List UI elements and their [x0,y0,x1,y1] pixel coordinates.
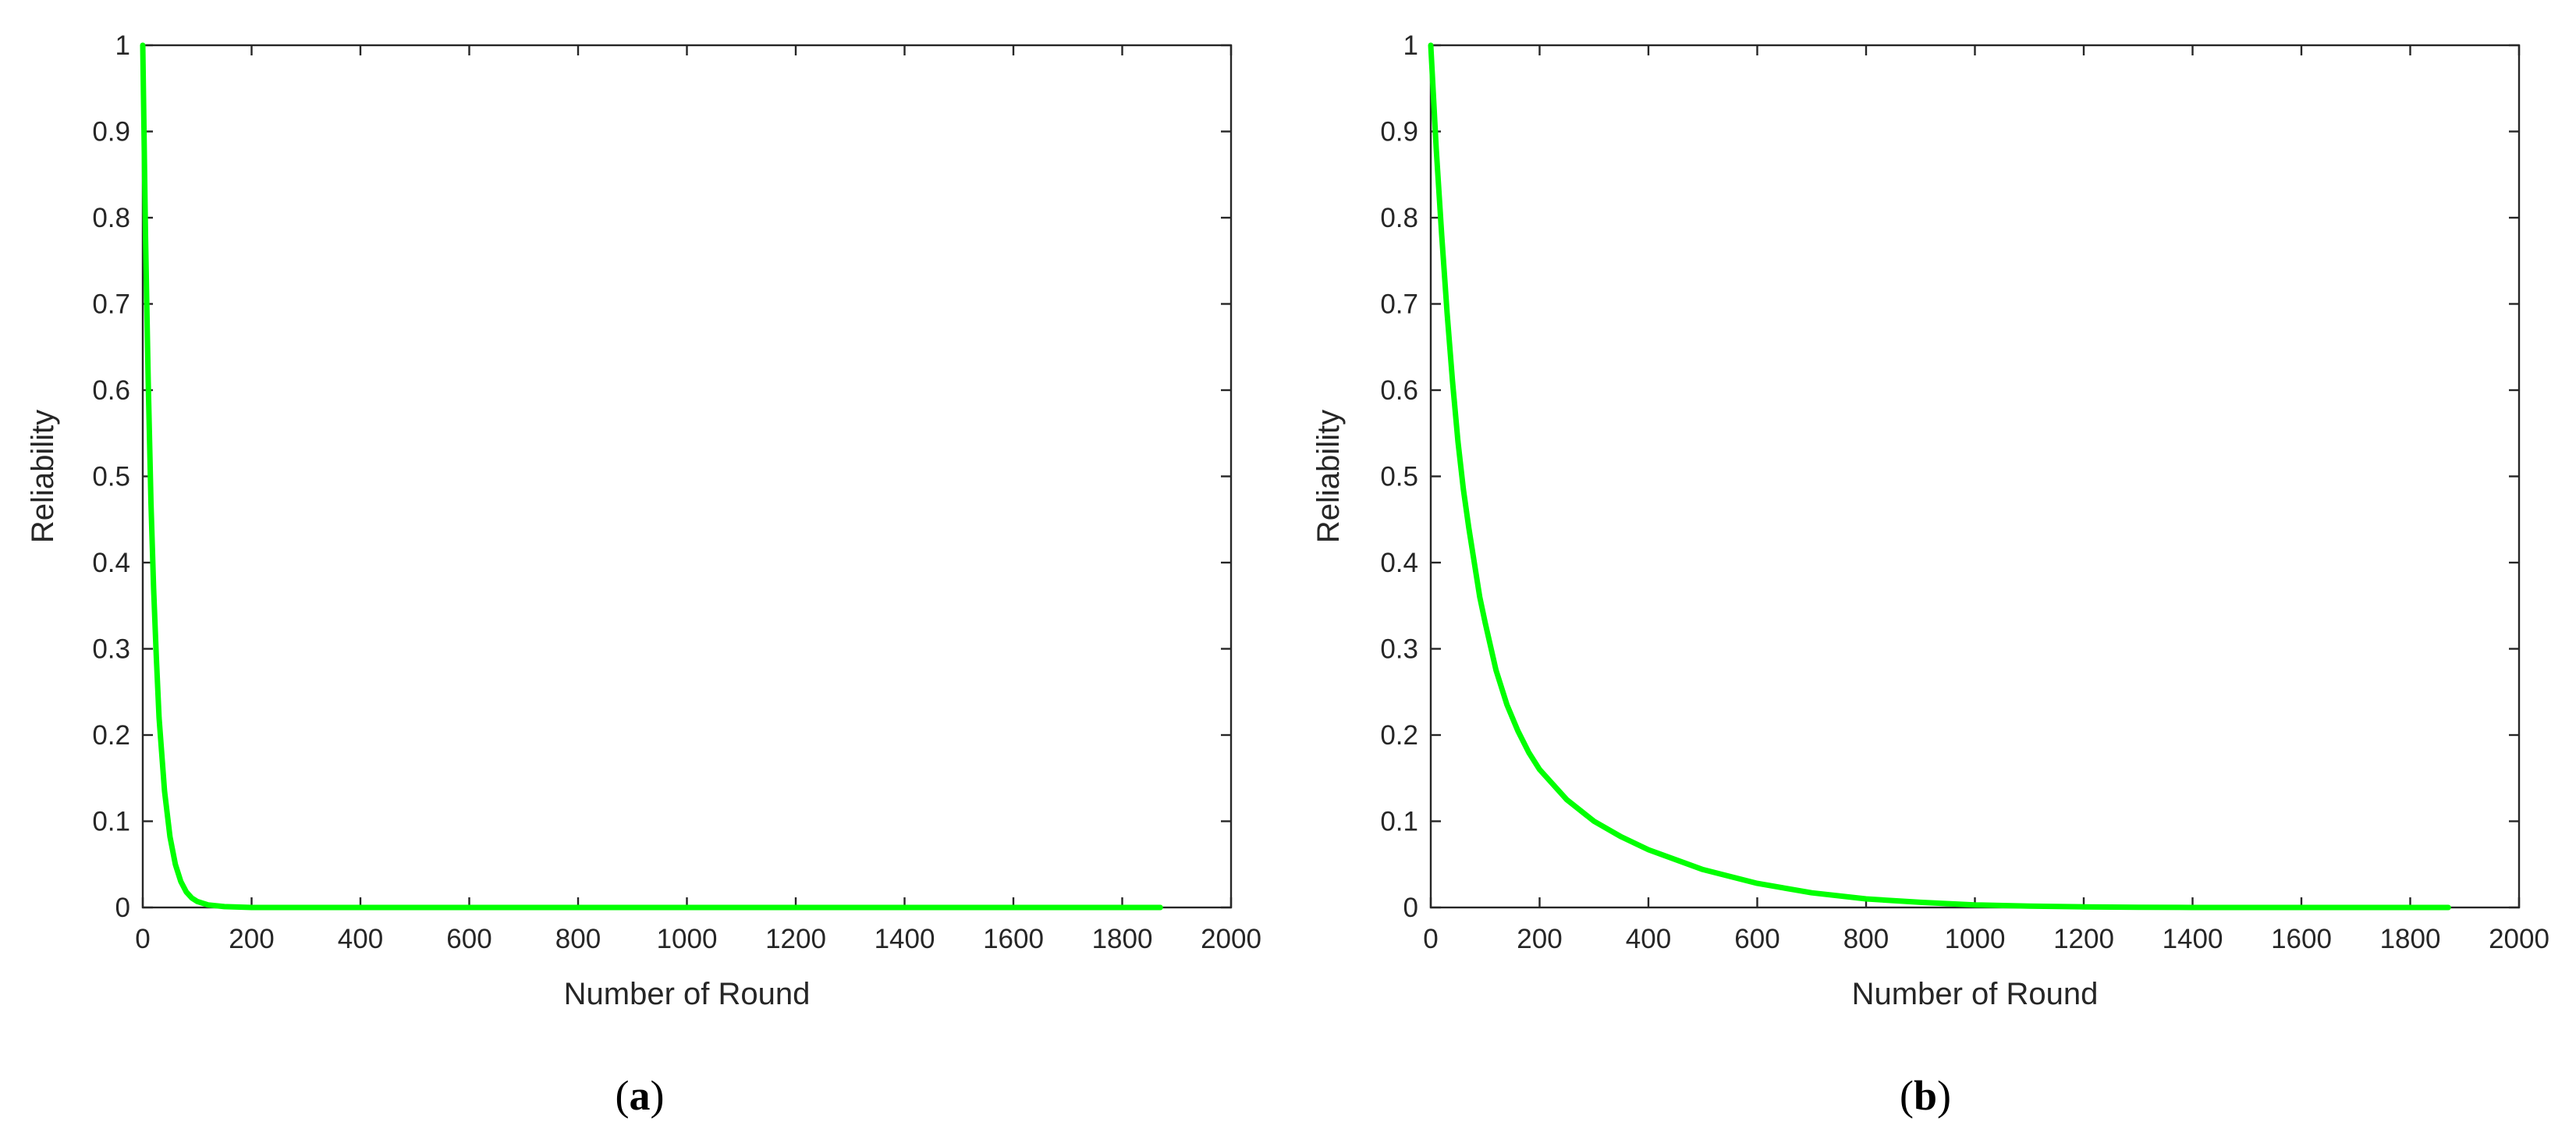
y-tick-label: 1 [1403,30,1418,61]
panel-caption: (b) [1900,1072,1951,1119]
x-tick-label: 800 [555,924,601,954]
x-tick-label: 0 [1423,924,1438,954]
y-tick-label: 0.4 [1380,548,1418,578]
x-tick-label: 1600 [2271,924,2332,954]
y-tick-label: 1 [115,30,130,61]
y-tick-label: 0.7 [1380,289,1418,320]
x-tick-label: 2000 [1201,924,1261,954]
y-tick-label: 0.4 [92,548,130,578]
y-tick-label: 0.6 [1380,375,1418,406]
y-tick-label: 0.9 [1380,117,1418,147]
panel-label: b [1914,1072,1937,1119]
x-axis-title: Number of Round [1852,977,2099,1011]
y-tick-label: 0.1 [1380,807,1418,837]
y-tick-label: 0.5 [92,462,130,492]
plot-frame [141,44,1233,909]
series-line [1428,42,2451,911]
x-tick-label: 1400 [875,924,935,954]
x-tick-label: 1000 [1945,924,2006,954]
x-tick-label: 400 [338,924,383,954]
plot-frame [1429,44,2521,909]
panel-caption: (a) [616,1072,665,1119]
x-tick-label: 1600 [983,924,1044,954]
x-tick-label: 200 [229,924,274,954]
x-tick-label: 600 [1734,924,1779,954]
x-tick-label: 400 [1626,924,1671,954]
y-axis-title: Reliability [1311,410,1346,543]
y-tick-label: 0.3 [92,634,130,665]
x-tick-label: 1000 [657,924,718,954]
series-line [140,42,1163,911]
y-tick-label: 0.5 [1380,462,1418,492]
x-tick-label: 1800 [2380,924,2441,954]
y-tick-label: 0.2 [92,720,130,751]
x-tick-label: 200 [1517,924,1562,954]
y-tick-label: 0 [1403,893,1418,923]
x-tick-label: 600 [446,924,491,954]
x-tick-label: 1200 [765,924,826,954]
x-tick-label: 1200 [2053,924,2114,954]
y-tick-label: 0 [115,893,130,923]
x-tick-label: 2000 [2489,924,2549,954]
x-tick-label: 800 [1843,924,1889,954]
y-tick-label: 0.3 [1380,634,1418,665]
y-tick-label: 0.7 [92,289,130,320]
y-tick-label: 0.9 [92,117,130,147]
y-tick-label: 0.8 [1380,203,1418,233]
x-tick-label: 1400 [2163,924,2223,954]
x-tick-label: 1800 [1092,924,1153,954]
panel-a: 0 200 400 600 800 1000 1200 1400 1600 1800 2000 0 0.… [26,30,1261,1119]
y-tick-label: 0.6 [92,375,130,406]
x-tick-label: 0 [135,924,150,954]
panel-label: a [630,1072,651,1119]
y-axis-title: Reliability [26,410,60,543]
y-tick-label: 0.8 [92,203,130,233]
y-tick-label: 0.2 [1380,720,1418,751]
x-axis-title: Number of Round [564,977,811,1011]
y-tick-label: 0.1 [92,807,130,837]
panel-b: 0 200 400 600 800 1000 1200 1400 1600 1800 2000 0 0.… [1311,30,2549,1119]
